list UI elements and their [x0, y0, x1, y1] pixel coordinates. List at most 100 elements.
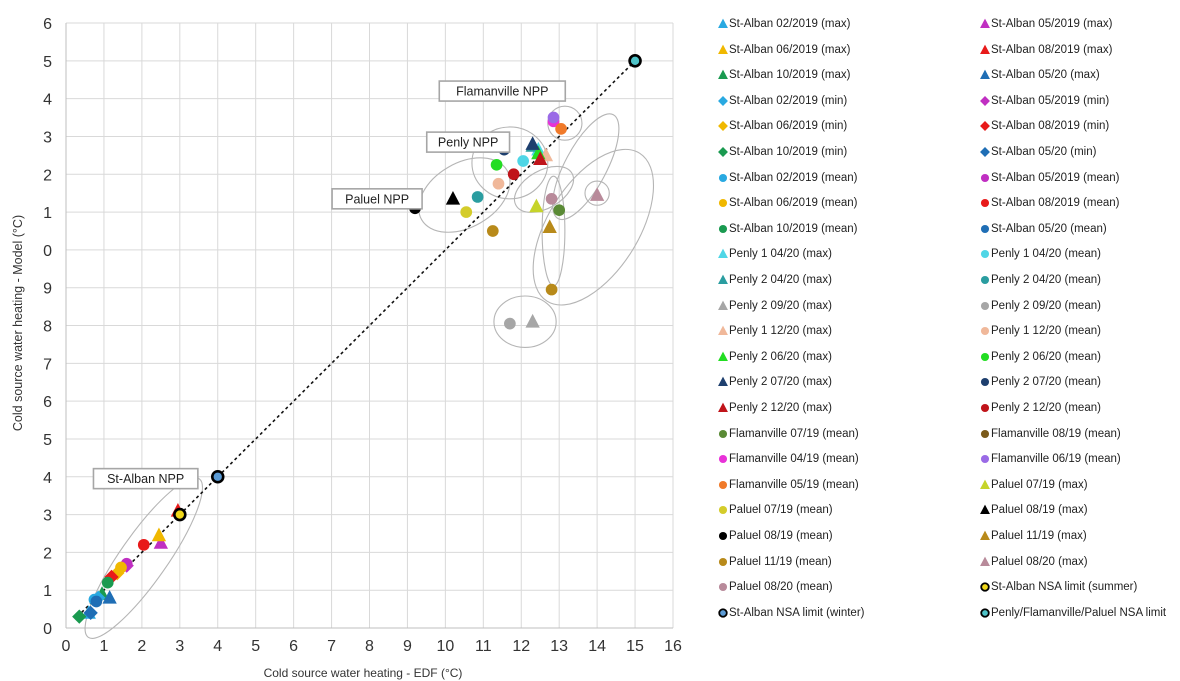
legend-marker-shape [718, 224, 728, 233]
data-point [533, 151, 548, 165]
legend-label: Penly 2 07/20 (max) [729, 376, 832, 389]
y-tick-label: 0 [43, 621, 52, 638]
data-point [83, 605, 98, 621]
legend-label: Penly 2 09/20 (mean) [991, 299, 1101, 312]
data-point [517, 155, 529, 167]
x-axis-label: Cold source water heating - EDF (°C) [264, 666, 463, 680]
y-tick-label: 9 [43, 281, 52, 298]
legend-label: St-Alban 10/2019 (mean) [729, 222, 858, 235]
legend-label: St-Alban 05/20 (max) [991, 69, 1100, 82]
legend-marker [980, 69, 990, 80]
legend-label: St-Alban 06/2019 (mean) [729, 197, 858, 210]
legend-marker-shape [980, 69, 990, 80]
legend-label: St-Alban 02/2019 (max) [729, 18, 851, 30]
legend-label: St-Alban NSA limit (summer) [991, 581, 1138, 594]
legend-marker-shape [980, 275, 990, 285]
x-tick-label: 10 [436, 638, 454, 655]
legend-label: Paluel 08/19 (mean) [729, 530, 833, 542]
legend-marker-shape [980, 352, 990, 361]
legend-marker [980, 121, 990, 132]
data-point [553, 204, 566, 217]
x-tick-label: 14 [588, 638, 606, 655]
annotation-box [92, 467, 199, 490]
legend-label: Flamanville 08/19 (mean) [991, 427, 1121, 440]
legend-label: Flamanville 07/19 (mean) [729, 427, 859, 440]
data-point [545, 192, 558, 205]
legend-label: Paluel 08/20 (max) [991, 555, 1088, 568]
legend-marker-shape [718, 274, 728, 285]
legend-label: Paluel 08/19 (max) [991, 504, 1088, 517]
y-tick-label: 3 [43, 129, 52, 146]
y-tick-label: 1 [43, 583, 52, 600]
scatter-chart: 0 1 2 3 4 5 6 7 8 9 10 11 12 13 14 15 160123456789012345… [11, 16, 682, 680]
legend-marker [980, 608, 990, 618]
legend-marker [980, 327, 990, 336]
legend-marker-shape [980, 504, 990, 515]
legend-marker [718, 173, 728, 182]
x-tick-label: 13 [550, 638, 568, 655]
legend-label: Flamanville 05/19 (mean) [729, 478, 859, 491]
legend-marker [718, 95, 728, 106]
y-tick-label: 0 [43, 243, 52, 260]
group-ellipse [84, 477, 204, 639]
data-point [151, 527, 167, 542]
data-point [547, 111, 560, 124]
group-ellipse [547, 105, 583, 141]
y-tick-label: 4 [43, 92, 52, 109]
y-tick-label: 8 [43, 319, 52, 336]
y-tick-label: 2 [43, 545, 52, 562]
legend-label: St-Alban 08/2019 (min) [991, 120, 1110, 133]
legend-marker-shape [718, 18, 728, 29]
legend-marker [718, 376, 728, 387]
legend-marker-shape [980, 18, 990, 29]
legend-marker-shape [980, 608, 990, 618]
legend-marker [718, 18, 728, 29]
x-tick-label: 15 [626, 638, 644, 655]
legend-marker [718, 608, 728, 618]
legend-marker [980, 530, 990, 541]
legend-marker-shape [980, 121, 990, 132]
legend-marker-shape [980, 224, 990, 233]
data-point [545, 283, 558, 296]
legend-marker-shape [980, 44, 990, 54]
annotation-label: Paluel NPP [345, 192, 409, 206]
legend-marker-shape [980, 250, 990, 259]
data-point [589, 187, 605, 201]
legend-marker [980, 403, 990, 413]
legend-label: St-Alban 06/2019 (max) [729, 43, 851, 56]
legend-marker-shape [718, 531, 728, 541]
legend-marker [980, 18, 990, 29]
data-point [90, 595, 103, 608]
legend-label: St-Alban 10/2019 (max) [729, 69, 851, 82]
data-point [525, 136, 540, 150]
legend-marker-shape [980, 173, 990, 182]
x-tick-label: 11 [475, 638, 492, 655]
legend-label: St-Alban 02/2019 (min) [729, 94, 848, 107]
data-point [555, 123, 567, 135]
data-point [471, 191, 484, 203]
legend-marker [980, 173, 990, 182]
annotation-label: Penly NPP [438, 136, 498, 150]
x-tick-label: 2 [137, 638, 146, 655]
legend-marker [718, 248, 728, 259]
legend-marker [980, 95, 990, 106]
legend-marker [718, 531, 728, 541]
legend-label: Penly 2 04/20 (mean) [991, 274, 1101, 286]
data-point [137, 538, 150, 551]
legend-marker [980, 504, 990, 515]
legend-marker [980, 44, 990, 54]
legend-marker-shape [718, 480, 728, 489]
legend-label: Paluel 11/19 (mean) [729, 555, 832, 568]
group-ellipses [84, 105, 655, 639]
data-point [628, 54, 642, 68]
legend-marker-shape [980, 530, 990, 541]
legend-marker [980, 250, 990, 259]
annotations: St-Alban NPP Paluel NPP Penly NPP Flamanvil… [92, 80, 567, 490]
legend-label: Penly 1 04/20 (mean) [991, 248, 1101, 261]
legend-marker [718, 455, 728, 464]
x-tick-label: 7 [327, 638, 336, 655]
legend-marker-shape [980, 455, 990, 464]
annotation-label: St-Alban NPP [107, 472, 184, 486]
y-tick-label: 6 [43, 394, 52, 411]
legend-marker [718, 300, 728, 310]
